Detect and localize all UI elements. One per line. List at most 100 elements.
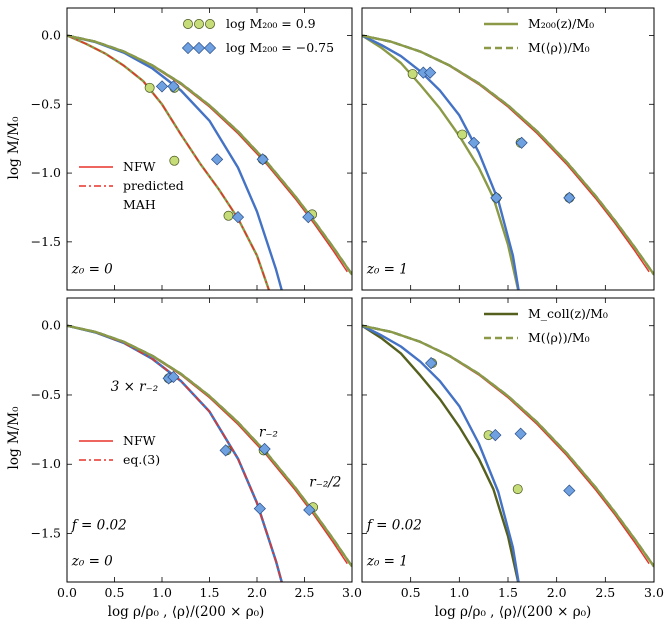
series-line-olive-mah: [362, 34, 520, 290]
series-line-blue-mah: [362, 34, 520, 290]
legend-marker-circle: [183, 19, 193, 29]
marker-diamond: [256, 153, 269, 166]
marker-circle: [169, 155, 180, 166]
series-line-olive-mah: [67, 324, 283, 582]
marker-circle: [144, 82, 155, 93]
annotation: f = 0.02: [366, 517, 422, 533]
annotation: z₀ = 1: [366, 553, 408, 569]
legend-marker-circle: [194, 19, 204, 29]
x-axis-label-left: log ρ/ρ₀ , ⟨ρ⟩/(200 × ρ₀): [108, 604, 265, 620]
legend-label: MAH: [123, 197, 156, 212]
series-line-blue-mah: [67, 324, 283, 582]
y-tick-label: −1.5: [31, 234, 61, 249]
x-tick-label: 0.0: [57, 585, 77, 600]
series-line-nfw: [67, 34, 348, 273]
y-tick-label: −1.5: [31, 526, 61, 541]
legend-label: M_coll(z)/M₀: [528, 306, 608, 321]
series-line-olive-mean: [67, 34, 352, 276]
x-tick-label: 0.5: [401, 585, 421, 600]
panel-d: 0.5 1.0 1.5 2.0 2.5 3.0 f = 0.02 z₀ = 1 M_coll(z…: [361, 297, 664, 600]
marker-diamond: [231, 210, 245, 224]
legend-marker-diamond: [203, 41, 217, 55]
marker-diamond: [258, 442, 271, 456]
legend-label: log M₂₀₀ = 0.9: [226, 16, 316, 31]
marker-diamond: [303, 503, 316, 517]
legend-marker-diamond: [181, 41, 195, 55]
x-tick-label: 1.5: [200, 585, 220, 600]
y-tick-label: −0.5: [31, 387, 61, 402]
marker-circle: [457, 129, 468, 140]
x-tick-label: 2.0: [247, 585, 267, 600]
series-line-olive-mah: [362, 324, 520, 582]
x-tick-label: 3.0: [342, 585, 362, 600]
series-line-olive-upper: [362, 34, 654, 276]
y-tick-label: −1.0: [31, 456, 61, 471]
y-axis-label-top: log M/M₀: [6, 116, 22, 180]
marker-diamond: [425, 357, 438, 370]
marker-diamond: [155, 80, 169, 93]
x-tick-label: 1.0: [449, 585, 469, 600]
y-axis-label-bottom: log M/M₀: [6, 406, 22, 470]
series-line-eq3: [67, 325, 283, 582]
legend-label: NFW: [123, 159, 156, 174]
marker-diamond: [167, 80, 180, 93]
x-axis-label-right: log ρ/ρ₀ , ⟨ρ⟩/(200 × ρ₀): [435, 604, 592, 620]
marker-diamond: [490, 191, 503, 204]
annotation: z₀ = 0: [71, 553, 113, 569]
series-line-predicted-mah: [67, 34, 270, 290]
legend-label: NFW: [123, 433, 156, 448]
marker-diamond: [514, 427, 527, 440]
axis-labels: log ρ/ρ₀ , ⟨ρ⟩/(200 × ρ₀) log ρ/ρ₀ , ⟨ρ⟩…: [6, 116, 591, 620]
legend-marker-diamond: [192, 41, 206, 55]
legend-label: M₂₀₀(z)/M₀: [528, 16, 594, 31]
panel-c: 0.0 0.5 1.0 1.5 2.0 2.5 3.0 0.0 −0.5 −1.0 −1.5 f = …: [31, 297, 362, 600]
x-tick-label: 2.5: [295, 585, 315, 600]
panel-b: z₀ = 1 M₂₀₀(z)/M₀ M(⟨ρ⟩)/M₀: [361, 7, 655, 291]
panel-a: 0.0 −0.5 −1.0 −1.5 z₀ = 0 log M₂₀₀ = 0.9 log M…: [31, 7, 353, 291]
y-tick-label: 0.0: [41, 318, 61, 333]
y-tick-label: −1.0: [31, 165, 61, 180]
marker-diamond: [515, 136, 528, 149]
annotation: z₀ = 0: [71, 261, 113, 277]
annotation: r₋₂: [259, 425, 278, 441]
series-line-blue-mean: [67, 34, 352, 276]
series-line-blue-mah: [362, 324, 520, 582]
x-tick-label: 1.5: [498, 585, 518, 600]
x-tick-label: 1.0: [152, 585, 172, 600]
x-tick-label: 2.5: [595, 585, 615, 600]
legend-label: M(⟨ρ⟩)/M₀: [528, 40, 590, 55]
plot-area: [362, 34, 654, 290]
marker-diamond: [563, 191, 576, 204]
marker-circle: [512, 484, 523, 495]
legend-label: M(⟨ρ⟩)/M₀: [528, 330, 590, 345]
legend-label: log M₂₀₀ = −0.75: [226, 40, 334, 55]
legend-marker-circle: [205, 19, 215, 29]
panel-frame: [66, 297, 353, 583]
marker-diamond: [563, 484, 576, 497]
y-tick-label: 0.0: [41, 28, 61, 43]
marker-circle: [223, 210, 234, 221]
marker-diamond: [302, 210, 315, 224]
plot-area: [67, 324, 352, 582]
x-tick-label: 0.5: [105, 585, 125, 600]
legend-label: predicted: [123, 178, 184, 193]
marker-diamond: [467, 136, 481, 149]
marker-diamond: [253, 502, 266, 515]
marker-diamond: [424, 66, 437, 79]
plot-area: [67, 34, 352, 290]
marker-diamond: [211, 153, 224, 166]
series-line-olive-upper: [362, 324, 654, 568]
x-tick-label: 2.0: [547, 585, 567, 600]
y-tick-label: −0.5: [31, 96, 61, 111]
marker-diamond: [219, 444, 232, 457]
plot-area: [362, 324, 654, 582]
marker-circle: [407, 69, 418, 79]
marker-diamond: [489, 429, 502, 442]
annotation: z₀ = 1: [366, 261, 408, 277]
marker-diamond: [167, 370, 180, 384]
annotation: f = 0.02: [71, 517, 127, 533]
x-tick-label: 3.0: [644, 585, 664, 600]
legend-label: eq.(3): [123, 452, 160, 467]
annotation: r₋₂/2: [309, 474, 341, 490]
